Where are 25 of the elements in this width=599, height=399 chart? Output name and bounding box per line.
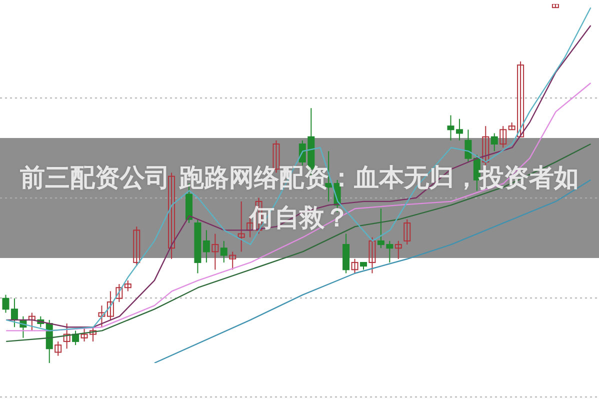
candlestick [351, 258, 358, 274]
candlestick [456, 118, 463, 141]
candlestick [116, 284, 123, 302]
candlestick [212, 233, 219, 270]
candlestick [394, 240, 402, 260]
candlestick [238, 200, 245, 252]
candlestick [404, 218, 411, 246]
candlestick [464, 129, 472, 162]
candlestick [500, 126, 507, 148]
candlestick [106, 290, 114, 320]
candlestick [10, 298, 18, 328]
candlestick [28, 312, 36, 332]
candlestick [168, 172, 176, 260]
candlestick [229, 251, 236, 270]
candlestick [202, 230, 210, 263]
candlestick [368, 236, 376, 274]
candlestick [490, 132, 498, 152]
candlestick [98, 305, 106, 328]
candlestick [54, 340, 62, 356]
candlestick [447, 114, 454, 141]
candlestick [124, 280, 132, 292]
candlestick [220, 240, 228, 263]
candlestick [133, 226, 140, 267]
candlestick [2, 294, 10, 314]
candlestick [63, 323, 70, 350]
